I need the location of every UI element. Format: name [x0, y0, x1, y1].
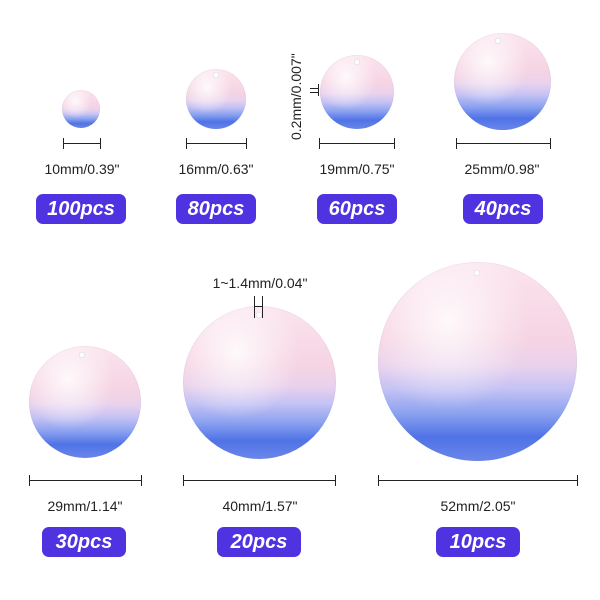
hole-52mm — [474, 270, 480, 276]
dimension-line-40mm — [183, 475, 336, 486]
thickness-line — [318, 84, 319, 96]
size-label-19mm: 19mm/0.75" — [319, 161, 395, 177]
quantity-badge-60pcs: 60pcs — [317, 194, 397, 224]
sequin-disc-16mm — [186, 69, 246, 129]
quantity-badge-20pcs: 20pcs — [217, 527, 301, 557]
sequin-disc-25mm — [454, 33, 551, 130]
sequin-disc-10mm — [62, 90, 100, 128]
hole-size-crossbar — [254, 306, 263, 307]
dimension-line-52mm — [378, 475, 578, 486]
size-label-16mm: 16mm/0.63" — [178, 161, 254, 177]
size-label-40mm: 40mm/1.57" — [222, 498, 298, 514]
hole-size-label: 1~1.4mm/0.04" — [212, 275, 308, 291]
hole-40mm — [256, 312, 262, 318]
sequin-disc-40mm — [183, 306, 336, 459]
thickness-tick-top — [310, 88, 318, 89]
quantity-badge-100pcs: 100pcs — [36, 194, 126, 224]
size-label-52mm: 52mm/2.05" — [440, 498, 516, 514]
quantity-badge-10pcs: 10pcs — [436, 527, 520, 557]
size-label-29mm: 29mm/1.14" — [47, 498, 123, 514]
hole-25mm — [495, 38, 501, 44]
size-label-10mm: 10mm/0.39" — [44, 161, 120, 177]
dimension-line-19mm — [319, 138, 395, 149]
hole-16mm — [213, 72, 219, 78]
quantity-badge-30pcs: 30pcs — [42, 527, 126, 557]
quantity-badge-40pcs: 40pcs — [463, 194, 543, 224]
hole-size-line-left — [254, 296, 255, 318]
quantity-badge-80pcs: 80pcs — [176, 194, 256, 224]
dimension-line-16mm — [186, 138, 247, 149]
thickness-label: 0.2mm/0.007" — [288, 53, 304, 140]
dimension-line-25mm — [456, 138, 551, 149]
hole-size-line-right — [262, 296, 263, 318]
thickness-tick-bottom — [310, 92, 318, 93]
hole-19mm — [354, 59, 360, 65]
sequin-disc-19mm — [320, 55, 394, 129]
sequin-disc-29mm — [29, 346, 141, 458]
hole-29mm — [79, 352, 85, 358]
dimension-line-29mm — [29, 475, 142, 486]
sequin-disc-52mm — [378, 262, 577, 461]
size-label-25mm: 25mm/0.98" — [464, 161, 540, 177]
dimension-line-10mm — [63, 138, 101, 149]
